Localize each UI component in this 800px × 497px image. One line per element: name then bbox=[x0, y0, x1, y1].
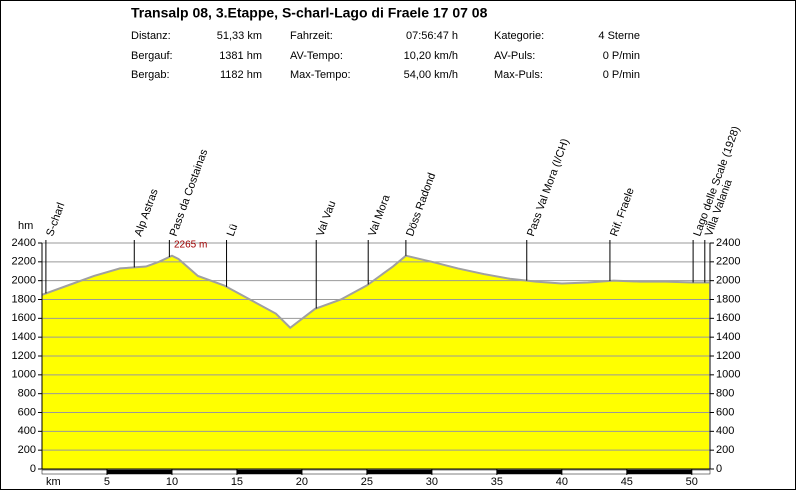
y-tick-label: 2400 bbox=[12, 237, 36, 249]
km-bar bbox=[431, 469, 498, 475]
y-tick-label: 1200 bbox=[12, 350, 36, 362]
y-tick-label: 2200 bbox=[12, 256, 36, 268]
x-tick-label: 20 bbox=[296, 476, 308, 488]
y2-tick-label: 1000 bbox=[716, 369, 740, 381]
stat-label: AV-Tempo: bbox=[290, 50, 343, 62]
km-bar bbox=[561, 469, 628, 475]
km-bar bbox=[301, 469, 368, 475]
stat-label: Max-Puls: bbox=[494, 69, 543, 81]
y2-tick-label: 1800 bbox=[716, 293, 740, 305]
y-tick-label: 1800 bbox=[12, 293, 36, 305]
stat-label: Fahrzeit: bbox=[290, 30, 333, 42]
stat-label: AV-Puls: bbox=[494, 50, 535, 62]
x-tick-label: 45 bbox=[621, 476, 633, 488]
stat-label: Bergab: bbox=[131, 69, 170, 81]
waypoint-label: Pass Val Mora (I/CH) bbox=[525, 137, 572, 238]
x-tick-label: 25 bbox=[361, 476, 373, 488]
y2-tick-label: 800 bbox=[716, 388, 734, 400]
waypoint-label: Val Vau bbox=[314, 199, 338, 238]
x-tick-label: 10 bbox=[166, 476, 178, 488]
stat-label: Bergauf: bbox=[131, 50, 173, 62]
y2-tick-label: 200 bbox=[716, 444, 734, 456]
peak-label: 2265 m bbox=[174, 239, 207, 250]
stat-value: 1182 hm bbox=[220, 69, 262, 81]
x-tick-label: 30 bbox=[426, 476, 438, 488]
km-bar bbox=[236, 469, 303, 475]
x-axis-label: km bbox=[46, 476, 61, 488]
profile-area bbox=[42, 255, 710, 469]
stat-label: Distanz: bbox=[131, 30, 171, 42]
y2-tick-label: 1200 bbox=[716, 350, 740, 362]
stat-value: 1381 hm bbox=[219, 50, 262, 62]
stat-value: 0 P/min bbox=[603, 69, 640, 81]
km-bar bbox=[106, 469, 173, 475]
y2-tick-label: 600 bbox=[716, 406, 734, 418]
waypoint-label: Döss Radond bbox=[404, 171, 438, 238]
km-bar bbox=[41, 469, 108, 475]
stat-value: 51,33 km bbox=[217, 30, 262, 42]
stat-label: Kategorie: bbox=[494, 30, 544, 42]
y-tick-label: 2000 bbox=[12, 275, 36, 287]
y-tick-label: 600 bbox=[18, 406, 36, 418]
stat-value: 0 P/min bbox=[603, 50, 640, 62]
y2-tick-label: 0 bbox=[716, 463, 722, 475]
y-axis-label: hm bbox=[18, 220, 33, 232]
stat-value: 10,20 km/h bbox=[404, 50, 458, 62]
km-bar bbox=[496, 469, 563, 475]
y-tick-label: 800 bbox=[18, 388, 36, 400]
stat-label: Max-Tempo: bbox=[290, 69, 351, 81]
y2-tick-label: 1600 bbox=[716, 312, 740, 324]
km-bar bbox=[366, 469, 433, 475]
waypoint-label: Alp Astras bbox=[133, 187, 161, 238]
profile-line bbox=[41, 254, 710, 330]
y2-tick-label: 2000 bbox=[716, 275, 740, 287]
y-tick-label: 0 bbox=[30, 463, 36, 475]
waypoint-label: Val Mora bbox=[366, 192, 392, 238]
waypoint-label: Rif. Fraele bbox=[608, 186, 637, 238]
km-bar bbox=[171, 469, 238, 475]
x-tick-label: 40 bbox=[556, 476, 568, 488]
y2-tick-label: 1400 bbox=[716, 331, 740, 343]
y-tick-label: 400 bbox=[18, 425, 36, 437]
y-tick-label: 200 bbox=[18, 444, 36, 456]
y-tick-label: 1400 bbox=[12, 331, 36, 343]
x-tick-label: 15 bbox=[231, 476, 243, 488]
km-bar bbox=[691, 469, 711, 475]
x-tick-label: 50 bbox=[686, 476, 698, 488]
km-bar bbox=[626, 469, 693, 475]
y-tick-label: 1600 bbox=[12, 312, 36, 324]
x-tick-label: 5 bbox=[104, 476, 110, 488]
chart-title: Transalp 08, 3.Etappe, S-charl-Lago di F… bbox=[131, 5, 488, 21]
y2-tick-label: 400 bbox=[716, 425, 734, 437]
waypoint-label: Lü bbox=[225, 222, 240, 238]
stat-value: 07:56:47 h bbox=[406, 30, 458, 42]
stat-value: 54,00 km/h bbox=[404, 69, 458, 81]
y-tick-label: 1000 bbox=[12, 369, 36, 381]
waypoint-label: Pass da Costainas bbox=[168, 147, 211, 238]
y2-tick-label: 2200 bbox=[716, 256, 740, 268]
waypoint-label: S-charl bbox=[44, 201, 67, 238]
stat-value: 4 Sterne bbox=[598, 30, 640, 42]
y2-tick-label: 2400 bbox=[716, 237, 740, 249]
x-tick-label: 35 bbox=[491, 476, 503, 488]
